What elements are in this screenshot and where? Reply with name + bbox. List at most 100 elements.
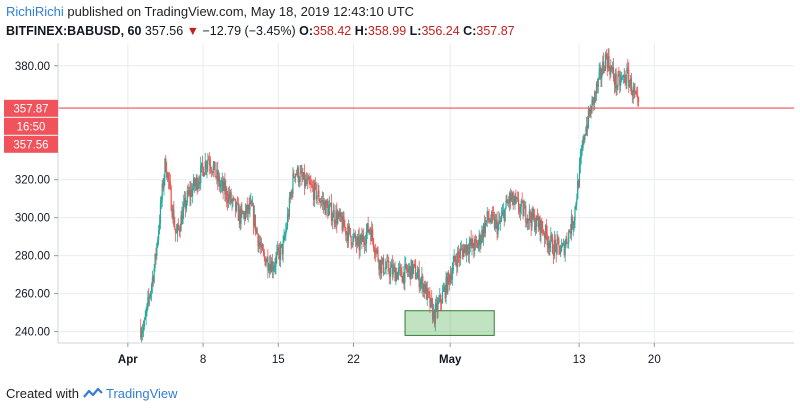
- candle-body: [336, 211, 338, 224]
- candle-body: [489, 219, 491, 222]
- candle-body: [422, 276, 424, 292]
- candle-body: [410, 260, 412, 280]
- candle-body: [506, 200, 508, 204]
- candle-body: [491, 212, 493, 222]
- candle-body: [389, 267, 392, 277]
- candle-body: [275, 256, 277, 267]
- candle-body: [296, 167, 299, 175]
- candle-body: [480, 240, 482, 246]
- candle-body: [242, 211, 244, 214]
- candle-body: [341, 220, 343, 231]
- candle-body: [599, 68, 601, 72]
- candle-body: [580, 151, 582, 158]
- candle-body: [315, 184, 317, 200]
- candle-body: [344, 227, 346, 229]
- candle-body: [221, 180, 223, 184]
- candle-body: [594, 92, 597, 95]
- candle-body: [269, 264, 271, 271]
- candle-body: [526, 218, 529, 224]
- candle-body: [163, 177, 165, 189]
- candle-body: [474, 239, 476, 252]
- candle-body: [586, 125, 588, 134]
- candle-body: [456, 261, 458, 268]
- candle-body: [462, 250, 464, 257]
- candle-body: [235, 199, 237, 211]
- candle-body: [543, 233, 546, 239]
- candle-body: [236, 202, 239, 204]
- tradingview-link[interactable]: TradingView: [105, 386, 178, 401]
- countdown-label-bg: [4, 117, 58, 135]
- candle-body: [634, 91, 636, 93]
- candle-body: [151, 277, 153, 286]
- candle-body: [586, 125, 589, 128]
- candle-body: [278, 247, 280, 251]
- candle-body: [252, 205, 254, 207]
- candle-body: [346, 232, 349, 242]
- candle-body: [579, 157, 581, 165]
- candle-body: [635, 91, 637, 94]
- candle-body: [464, 244, 466, 249]
- candle-body: [208, 159, 210, 161]
- y-axis[interactable]: 240.00 260.00 280.00 300.00 320.00 380.00: [15, 61, 58, 339]
- candle-body: [251, 200, 253, 206]
- candle-body: [484, 222, 487, 233]
- candle-body: [556, 238, 558, 254]
- candle-body: [322, 200, 324, 205]
- candle-body: [402, 272, 404, 283]
- author-link[interactable]: RichiRichi: [6, 4, 64, 19]
- candle-body: [293, 173, 295, 177]
- candle-body: [259, 242, 261, 246]
- created-with-text: Created with: [6, 386, 79, 401]
- candle-body: [629, 82, 631, 87]
- candle-body: [371, 229, 373, 241]
- candle-body: [430, 298, 432, 307]
- candle-body: [457, 251, 459, 268]
- candle-body: [274, 266, 276, 267]
- candle-body: [574, 206, 576, 221]
- candle-body: [623, 75, 625, 77]
- candle-body: [367, 223, 369, 233]
- candle-body: [262, 250, 264, 253]
- candle-body: [436, 303, 438, 313]
- candle-body: [625, 82, 627, 84]
- candle-body: [632, 86, 634, 96]
- candle-body: [337, 215, 339, 224]
- candle-body: [432, 302, 434, 320]
- candle-body: [324, 202, 326, 215]
- candle-body: [159, 202, 162, 224]
- candle-body: [451, 270, 453, 280]
- candle-body: [302, 177, 304, 180]
- candle-body: [542, 228, 544, 234]
- candle-body: [158, 230, 160, 240]
- candle-body: [562, 242, 564, 245]
- candle-body: [559, 245, 561, 255]
- candle-body: [231, 200, 233, 203]
- candle-body: [519, 206, 521, 213]
- candle-body: [488, 218, 490, 220]
- candle-body: [311, 184, 313, 186]
- candle-body: [518, 209, 521, 213]
- candle-body: [172, 209, 174, 218]
- candle-body: [596, 83, 598, 87]
- candle-body: [321, 200, 324, 202]
- candle-body: [604, 54, 607, 71]
- candle-body: [419, 284, 421, 288]
- candle-body: [271, 261, 273, 271]
- candle-body: [244, 210, 247, 219]
- candle-body: [423, 284, 426, 293]
- candle-body: [427, 288, 429, 293]
- candle-body: [386, 260, 388, 268]
- candle-body: [554, 239, 556, 245]
- candle-body: [477, 242, 479, 249]
- candle-body: [460, 248, 462, 250]
- chart-header: RichiRichi published on TradingView.com,…: [6, 4, 796, 42]
- candle-body: [267, 257, 269, 271]
- candle-body: [239, 209, 241, 224]
- candle-body: [569, 231, 572, 234]
- candle-body: [398, 268, 400, 273]
- x-axis[interactable]: Apr 8 15 22 May 13 20: [118, 343, 661, 366]
- candle-body: [292, 173, 294, 194]
- x-tick-label: Apr: [118, 354, 138, 366]
- candle-body: [470, 239, 472, 246]
- price-chart[interactable]: 240.00 260.00 280.00 300.00 320.00 380.00 Apr…: [0, 43, 800, 373]
